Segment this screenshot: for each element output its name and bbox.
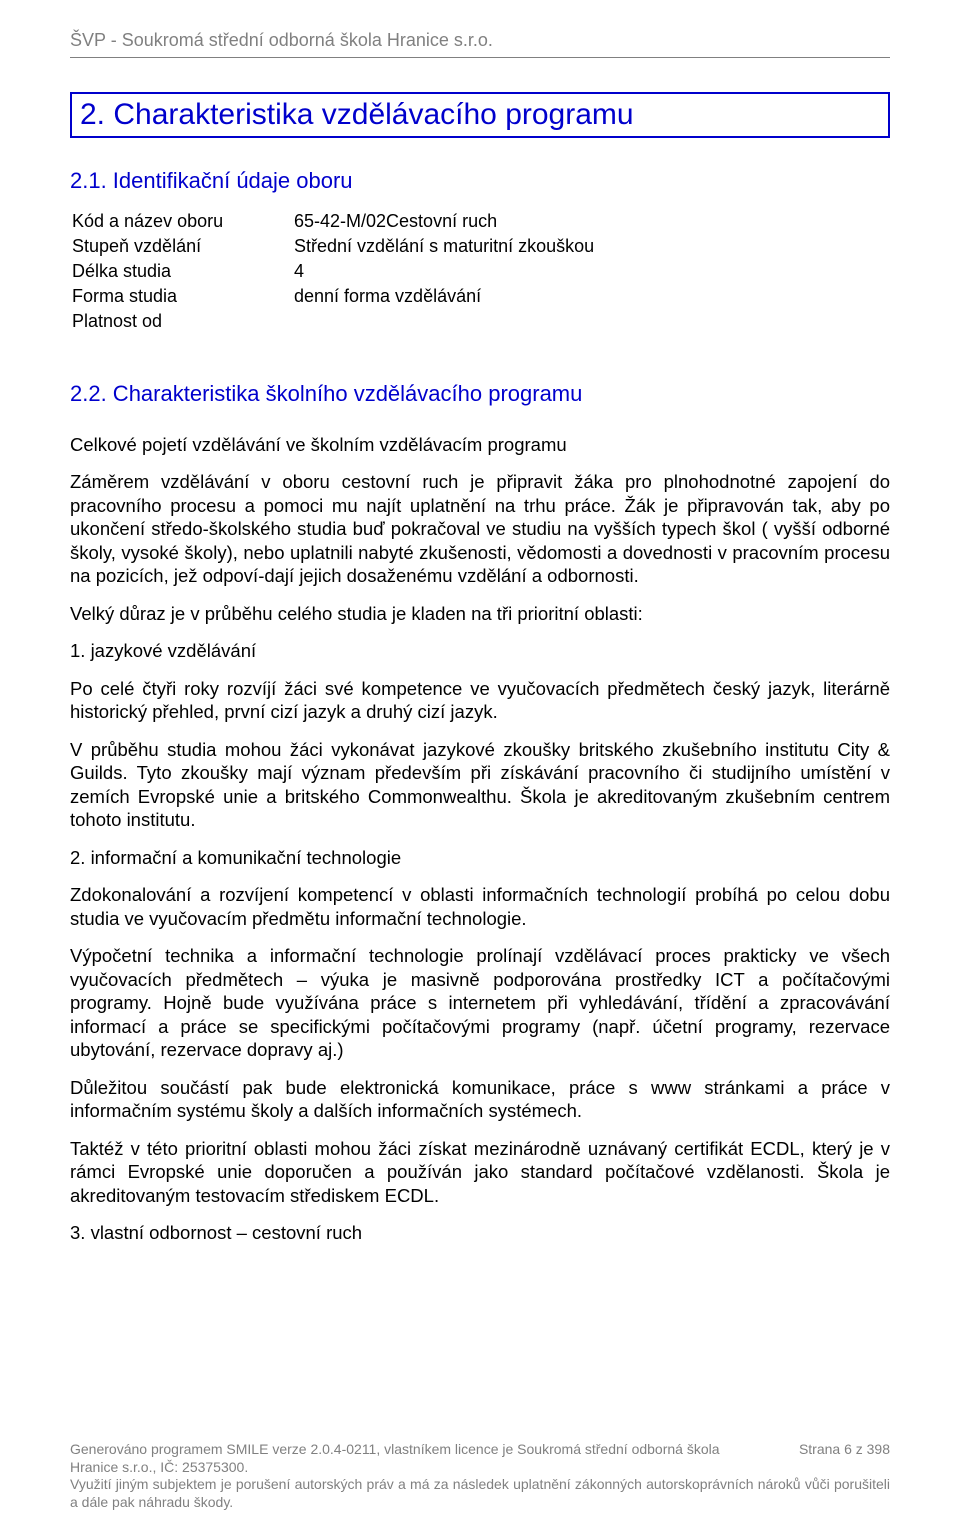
- paragraph: 1. jazykové vzdělávání: [70, 639, 890, 662]
- paragraph: Taktéž v této prioritní oblasti mohou žá…: [70, 1137, 890, 1207]
- table-row: Kód a název oboru 65-42-M/02Cestovní ruc…: [72, 210, 888, 233]
- footer-line-3: Využití jiným subjektem je porušení auto…: [70, 1476, 890, 1511]
- row-label: Forma studia: [72, 285, 292, 308]
- page-footer: Generováno programem SMILE verze 2.0.4-0…: [70, 1441, 890, 1511]
- section-title: 2. Charakteristika vzdělávacího programu: [80, 98, 880, 132]
- table-row: Forma studia denní forma vzdělávání: [72, 285, 888, 308]
- row-value: [294, 310, 888, 333]
- row-label: Kód a název oboru: [72, 210, 292, 233]
- header-title: ŠVP - Soukromá střední odborná škola Hra…: [70, 30, 493, 50]
- paragraph: Zdokonalování a rozvíjení kompetencí v o…: [70, 883, 890, 930]
- row-label: Délka studia: [72, 260, 292, 283]
- row-label: Stupeň vzdělání: [72, 235, 292, 258]
- paragraph: Záměrem vzdělávání v oboru cestovní ruch…: [70, 470, 890, 587]
- paragraph-bold: Celkové pojetí vzdělávání ve školním vzd…: [70, 433, 890, 456]
- row-value: 65-42-M/02Cestovní ruch: [294, 210, 888, 233]
- section-title-box: 2. Charakteristika vzdělávacího programu: [70, 92, 890, 138]
- row-value: Střední vzdělání s maturitní zkouškou: [294, 235, 888, 258]
- subsection-2-1-title: 2.1. Identifikační údaje oboru: [70, 168, 890, 194]
- subsection-2-2-title: 2.2. Charakteristika školního vzdělávací…: [70, 381, 890, 407]
- page-header: ŠVP - Soukromá střední odborná škola Hra…: [70, 30, 890, 58]
- identification-table: Kód a název oboru 65-42-M/02Cestovní ruc…: [70, 208, 890, 335]
- footer-page-number: Strana 6 z 398: [759, 1441, 890, 1459]
- page: ŠVP - Soukromá střední odborná škola Hra…: [0, 0, 960, 1535]
- footer-left-1: Generováno programem SMILE verze 2.0.4-0…: [70, 1441, 720, 1459]
- row-value: 4: [294, 260, 888, 283]
- paragraph: Důležitou součástí pak bude elektronická…: [70, 1076, 890, 1123]
- footer-row-1: Generováno programem SMILE verze 2.0.4-0…: [70, 1441, 890, 1459]
- paragraph: 3. vlastní odbornost – cestovní ruch: [70, 1221, 890, 1244]
- row-value: denní forma vzdělávání: [294, 285, 888, 308]
- paragraph: Velký důraz je v průběhu celého studia j…: [70, 602, 890, 625]
- footer-line-2: Hranice s.r.o., IČ: 25375300.: [70, 1459, 890, 1477]
- body-text: Celkové pojetí vzdělávání ve školním vzd…: [70, 433, 890, 1245]
- paragraph: Po celé čtyři roky rozvíjí žáci své komp…: [70, 677, 890, 724]
- paragraph: Výpočetní technika a informační technolo…: [70, 944, 890, 1061]
- table-row: Stupeň vzdělání Střední vzdělání s matur…: [72, 235, 888, 258]
- row-label: Platnost od: [72, 310, 292, 333]
- paragraph: 2. informační a komunikační technologie: [70, 846, 890, 869]
- table-row: Délka studia 4: [72, 260, 888, 283]
- paragraph: V průběhu studia mohou žáci vykonávat ja…: [70, 738, 890, 832]
- table-row: Platnost od: [72, 310, 888, 333]
